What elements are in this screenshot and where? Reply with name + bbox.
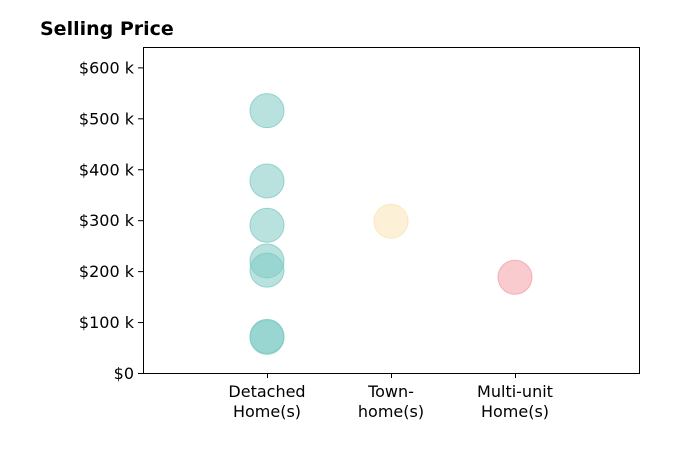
x-tick-label-line: Detached [228,382,305,401]
scatter-point [373,203,409,239]
y-tick-label: $300 k [79,211,135,230]
y-axis: $0 $100 k $200 k $300 k $400 k $500 k $600 k [79,58,143,383]
y-tick-label: $600 k [79,58,135,77]
plot-marks [249,93,533,355]
x-tick-label-line: Home(s) [233,402,301,421]
y-tick-label: $0 [114,364,134,383]
scatter-point [497,259,533,295]
scatter-point [249,163,285,199]
x-tick-label-line: Home(s) [481,402,549,421]
chart-title: Selling Price [40,18,174,40]
x-tick-label-line: Multi-unit [477,382,553,401]
x-tick-label: Multi-unit Home(s) [477,382,553,421]
y-tick-label: $500 k [79,109,135,128]
y-tick-label: $400 k [79,160,135,179]
scatter-point [249,93,285,129]
scatter-point [249,252,285,288]
x-tick-label-line: Town- [367,382,414,401]
y-tick-label: $200 k [79,262,135,281]
x-tick-label: Detached Home(s) [228,382,305,421]
scatter-point [249,319,285,355]
x-tick-label-line: home(s) [358,402,424,421]
x-tick-label: Town-home(s) [358,382,424,421]
x-axis: Detached Home(s)Town-home(s)Multi-unit Hom… [228,373,553,421]
y-tick-label: $100 k [79,313,135,332]
scatter-point [249,207,285,243]
